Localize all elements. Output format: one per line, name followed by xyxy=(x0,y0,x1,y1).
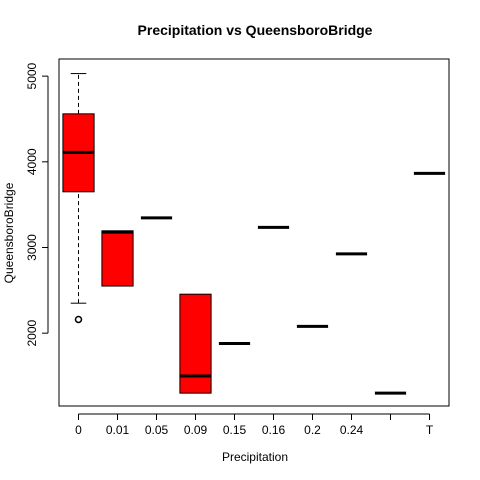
y-tick-label: 5000 xyxy=(25,62,39,89)
x-tick-label: 0.16 xyxy=(262,423,286,437)
x-tick-label: 0.09 xyxy=(184,423,208,437)
x-tick-label: 0.01 xyxy=(106,423,130,437)
x-axis-label: Precipitation xyxy=(222,450,288,464)
x-tick-label: T xyxy=(426,423,434,437)
y-tick-label: 2000 xyxy=(25,320,39,347)
plot-frame xyxy=(58,58,450,407)
x-tick-label: 0.24 xyxy=(340,423,364,437)
y-axis-label: QueensboroBridge xyxy=(2,182,16,283)
x-tick-label: 0.2 xyxy=(304,423,321,437)
x-tick-label: 0 xyxy=(75,423,82,437)
y-tick-label: 3000 xyxy=(25,234,39,261)
box-body xyxy=(101,230,134,287)
x-tick-label: 0.05 xyxy=(145,423,169,437)
outlier-point xyxy=(74,315,83,324)
box-0.01 xyxy=(101,230,134,287)
x-axis: 0 0.01 0.05 0.09 0.15 0.16 0.2 0.24 T xyxy=(75,413,434,437)
y-tick-label: 4000 xyxy=(25,148,39,175)
boxes xyxy=(62,73,446,395)
chart-title: Precipitation vs QueensboroBridge xyxy=(138,22,373,38)
box-0.09 xyxy=(179,293,212,394)
box-0 xyxy=(62,73,95,324)
y-axis: 2000 3000 4000 5000 xyxy=(25,62,49,347)
box-body xyxy=(179,293,212,394)
x-tick-label: 0.15 xyxy=(223,423,247,437)
